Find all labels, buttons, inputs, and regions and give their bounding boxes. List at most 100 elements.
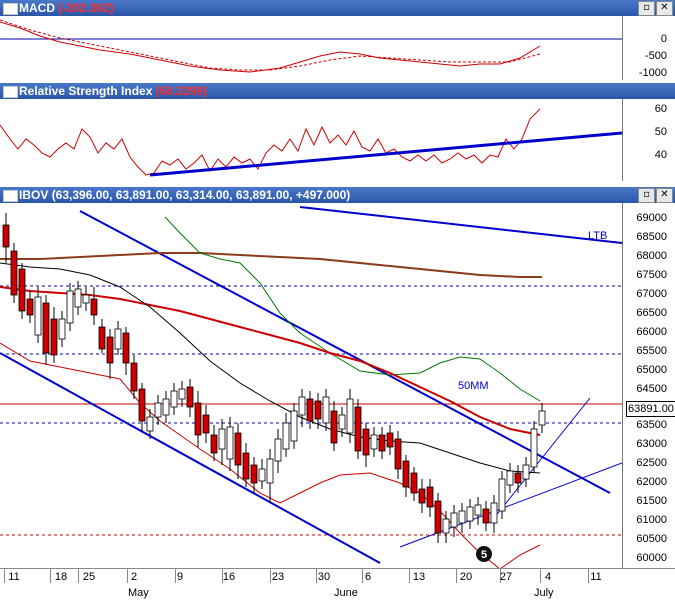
price-tick: 65500 bbox=[636, 345, 667, 357]
date-tick bbox=[175, 569, 176, 583]
candle-body bbox=[114, 328, 122, 350]
candlesticks bbox=[2, 213, 546, 543]
date-tick bbox=[500, 569, 501, 583]
macd-signal-line bbox=[0, 19, 541, 71]
restore-button[interactable]: ▫ bbox=[638, 1, 655, 16]
candle-body bbox=[138, 388, 146, 422]
macd-chart bbox=[0, 19, 622, 73]
candle-body bbox=[162, 398, 170, 416]
candle-body bbox=[442, 518, 450, 534]
rsi-line bbox=[0, 108, 541, 176]
price-title-bar[interactable]: IBOV (63,396.00, 63,891.00, 63,314.00, 6… bbox=[0, 187, 675, 203]
candle-body bbox=[514, 472, 522, 484]
candle-body bbox=[338, 414, 346, 430]
candle-body bbox=[394, 438, 402, 470]
price-panel: IBOV (63,396.00, 63,891.00, 63,314.00, 6… bbox=[0, 187, 675, 568]
candle-body bbox=[90, 298, 98, 316]
candle-body bbox=[146, 416, 154, 432]
price-tick: 61500 bbox=[636, 495, 667, 507]
candle-body bbox=[482, 508, 490, 524]
uptrend-line bbox=[489, 397, 591, 524]
channel-upper bbox=[79, 210, 611, 494]
candle-body bbox=[34, 296, 42, 336]
day-label: 23 bbox=[271, 571, 285, 583]
rsi-trend-line bbox=[149, 131, 622, 177]
day-label: 18 bbox=[54, 571, 68, 583]
candle-body bbox=[330, 410, 338, 444]
candle-body bbox=[50, 318, 58, 356]
price-tick: 68500 bbox=[636, 231, 667, 243]
candle-body bbox=[314, 400, 322, 420]
candle-body bbox=[170, 390, 178, 408]
ma-50mm-label: 50MM bbox=[458, 380, 489, 392]
day-label: 11 bbox=[590, 571, 602, 583]
ohlc-readout: (63,396.00, 63,891.00, 63,314.00, 63,891… bbox=[51, 188, 351, 202]
candle-body bbox=[26, 298, 34, 316]
macd-title-bar[interactable]: MACD (-202.362) ▫ ✕ bbox=[0, 0, 675, 16]
candle-body bbox=[322, 396, 330, 424]
ltb-line bbox=[299, 206, 622, 244]
ltb-label: LTB bbox=[588, 230, 607, 242]
restore-button[interactable]: ▫ bbox=[638, 188, 655, 203]
date-tick bbox=[409, 569, 410, 583]
wave-marker-label: 5 bbox=[481, 549, 487, 561]
price-plot: LTB 50MM 5 bbox=[0, 203, 623, 568]
rsi-title-bar[interactable]: Relative Strength Index (60.2299) bbox=[0, 83, 675, 99]
macd-value: (-202.362) bbox=[58, 1, 114, 15]
candle-body bbox=[282, 422, 290, 450]
rsi-value: (60.2299) bbox=[155, 84, 208, 98]
rsi-tick: 50 bbox=[654, 126, 667, 138]
candle-body bbox=[290, 410, 298, 442]
indicator-icon bbox=[3, 3, 18, 15]
candle-body bbox=[370, 434, 378, 450]
day-label: 6 bbox=[364, 571, 372, 583]
candle-body bbox=[474, 504, 482, 516]
price-tick: 67500 bbox=[636, 269, 667, 281]
rsi-tick: 60 bbox=[654, 103, 667, 115]
price-tick: 64500 bbox=[636, 383, 667, 395]
date-tick bbox=[540, 569, 541, 583]
candle-body bbox=[258, 468, 266, 482]
candle-body bbox=[194, 402, 202, 436]
rsi-plot bbox=[0, 99, 623, 181]
day-label: 13 bbox=[412, 571, 426, 583]
candle-body bbox=[418, 488, 426, 504]
price-chart[interactable]: LTB 50MM 5 bbox=[0, 203, 622, 568]
candle-body bbox=[530, 428, 538, 468]
day-label: 16 bbox=[222, 571, 236, 583]
rsi-chart bbox=[0, 108, 622, 177]
price-tick: 67000 bbox=[636, 288, 667, 300]
date-tick bbox=[4, 569, 5, 583]
candle-body bbox=[58, 318, 66, 340]
macd-tick: -500 bbox=[644, 50, 667, 62]
macd-panel: MACD (-202.362) ▫ ✕ 0 -500 -1000 bbox=[0, 0, 675, 82]
rsi-title: Relative Strength Index bbox=[19, 84, 153, 98]
candle-body bbox=[466, 506, 474, 522]
month-label: July bbox=[534, 587, 554, 599]
close-button[interactable]: ✕ bbox=[656, 188, 673, 203]
candle-body bbox=[298, 396, 306, 416]
candle-body bbox=[354, 406, 362, 452]
candle-body bbox=[122, 332, 130, 364]
candle-body bbox=[522, 464, 530, 480]
price-axis: 69000 68500 68000 67500 67000 66500 6600… bbox=[623, 203, 675, 568]
date-tick bbox=[270, 569, 271, 583]
price-tick: 66000 bbox=[636, 326, 667, 338]
candle-body bbox=[130, 362, 138, 392]
date-tick bbox=[588, 569, 589, 583]
close-button[interactable]: ✕ bbox=[656, 1, 673, 16]
candle-body bbox=[434, 500, 442, 534]
candle-body bbox=[266, 458, 274, 484]
candle-body bbox=[106, 336, 114, 364]
candle-body bbox=[538, 410, 546, 426]
candle-body bbox=[66, 290, 74, 324]
date-axis: 11 18 25 2 9 16 23 30 6 13 20 27 4 11 Ma… bbox=[0, 568, 675, 602]
date-tick bbox=[362, 569, 363, 583]
candle-body bbox=[250, 464, 258, 484]
candle-body bbox=[98, 326, 106, 350]
day-label: 4 bbox=[544, 571, 552, 583]
candle-body bbox=[402, 460, 410, 488]
macd-tick: -1000 bbox=[638, 67, 667, 79]
day-label: 20 bbox=[459, 571, 473, 583]
candle-body bbox=[154, 402, 162, 418]
